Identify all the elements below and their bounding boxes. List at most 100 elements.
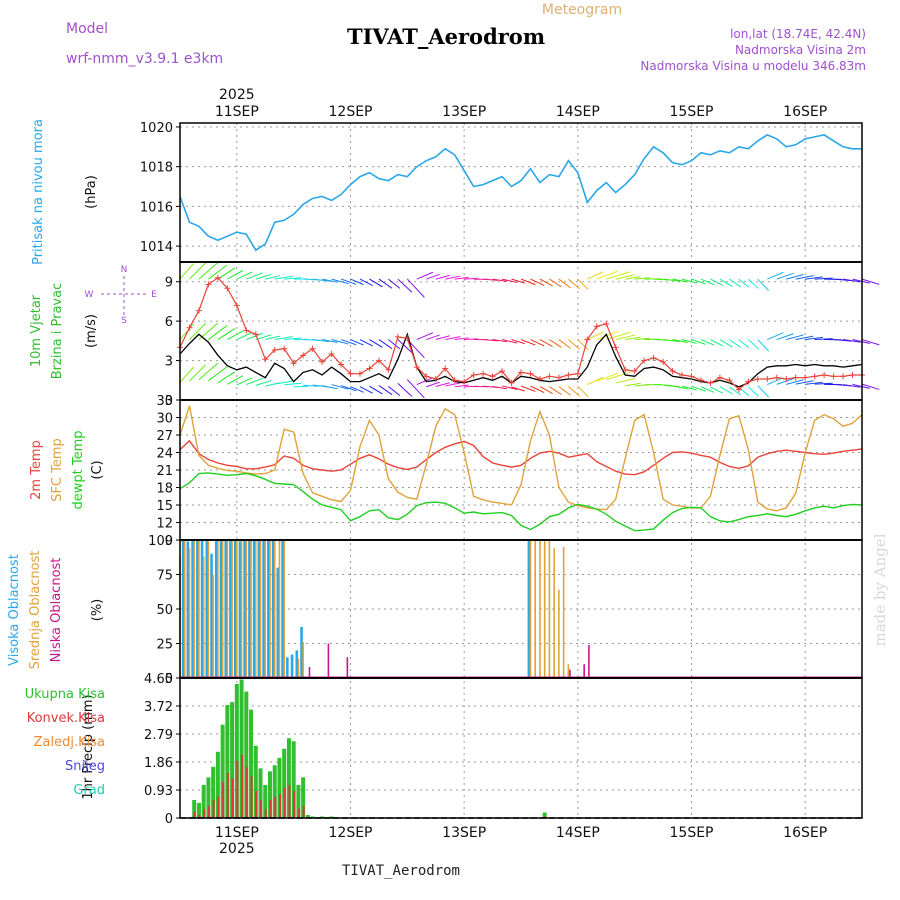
- wind-gust-marker: [726, 377, 733, 384]
- wind-compass: N W E S: [85, 265, 158, 326]
- wind-gust-marker: [186, 324, 193, 331]
- wind-arrow: [179, 263, 194, 280]
- wind-gust-marker: [555, 374, 562, 381]
- wind-arrow: [492, 339, 507, 343]
- wind-arrow: [284, 337, 302, 341]
- wind-arrow: [615, 334, 636, 341]
- precip-ukupna-bar: [320, 816, 325, 818]
- temperature-y-tick-label: 18: [156, 482, 173, 497]
- precip-legend-item: Konvek.Kisa: [27, 711, 105, 726]
- wind-gust-marker: [574, 370, 581, 377]
- temperature-y-tick-label: 12: [156, 517, 173, 532]
- wind-gust-marker: [309, 345, 316, 352]
- pressure-panel-frame: [179, 122, 863, 263]
- precip-y-tick-label: 0: [165, 812, 173, 827]
- wind-arrow: [179, 366, 194, 383]
- wind-arrow: [663, 339, 680, 343]
- wind-gust-marker: [338, 361, 345, 368]
- wind-arrow: [606, 371, 631, 381]
- temperature-y-tick-label: 30: [156, 412, 173, 427]
- wind-arrow: [397, 278, 413, 293]
- wind-arrow: [691, 385, 706, 392]
- wind-gust-marker: [802, 374, 809, 381]
- wind-arrow: [776, 378, 794, 385]
- model-name: wrf-nmm_v3.9.1 e3km: [66, 51, 223, 67]
- wind-arrow: [757, 339, 770, 352]
- wind-arrow: [805, 381, 823, 385]
- wind-arrow: [369, 385, 383, 395]
- wind-arrow: [312, 278, 330, 282]
- wind-arrow: [842, 384, 861, 388]
- precip-ukupna-bar: [286, 738, 291, 818]
- wind-arrow: [663, 278, 680, 282]
- wind-arrow: [549, 278, 562, 288]
- wind-arrow: [767, 377, 784, 386]
- cloud-y-tick-label: 0: [165, 672, 173, 687]
- day-label-top: 15SEP: [670, 104, 714, 120]
- wind-arrow: [719, 278, 733, 287]
- wind-arrow: [861, 383, 880, 390]
- wind-arrow: [861, 278, 880, 285]
- wind-gust-marker: [688, 373, 695, 380]
- compass-s: S: [121, 316, 127, 326]
- precip-ukupna-bar: [542, 812, 547, 818]
- wind-arrow: [568, 385, 580, 397]
- wind-arrow: [312, 339, 330, 343]
- wind-gust-marker: [679, 372, 686, 379]
- wind-arrow: [530, 339, 545, 347]
- year-label-top: 2025: [219, 87, 255, 103]
- wind-unit-label: (m/s): [84, 314, 99, 348]
- wind-arrow: [274, 275, 293, 280]
- wind-arrow: [227, 270, 244, 280]
- wind-gust-marker: [707, 379, 714, 386]
- wind-arrow: [672, 385, 688, 390]
- precip-konvek-bar: [293, 790, 296, 818]
- wind-gust-marker: [461, 378, 468, 385]
- wind-arrow: [179, 323, 194, 340]
- wind-gust-marker: [773, 374, 780, 381]
- wind-arrow: [511, 278, 525, 284]
- wind-y-label-1: 10m Vjetar: [29, 294, 44, 367]
- wind-gust-marker: [603, 320, 610, 327]
- wind-arrow: [795, 275, 814, 280]
- wind-arrow: [265, 335, 281, 341]
- wind-arrow: [767, 271, 784, 280]
- wind-y-tick-label: 9: [165, 276, 173, 291]
- precip-konvek-bar: [255, 790, 258, 818]
- wind-arrow: [189, 322, 207, 340]
- wind-gust-marker: [451, 377, 458, 384]
- wind-arrow: [852, 339, 870, 345]
- compass-n: N: [121, 265, 128, 275]
- wind-gust-marker: [669, 368, 676, 375]
- wind-arrow: [558, 386, 571, 396]
- wind-arrow: [501, 339, 518, 344]
- temp-y-label-2: SFC Temp: [50, 438, 65, 502]
- day-label-top: 11SEP: [215, 104, 259, 120]
- wind-gust-marker: [565, 372, 572, 379]
- wind-gust-marker: [413, 364, 420, 371]
- wind-arrow: [464, 277, 479, 280]
- wind-gust-marker: [811, 373, 818, 380]
- wind-arrow: [198, 362, 219, 381]
- day-label-top: 16SEP: [783, 104, 827, 120]
- wind-gust-marker: [716, 374, 723, 381]
- precip-konvek-bar: [264, 808, 267, 818]
- wind-arrow: [483, 339, 499, 342]
- precip-ukupna-bar: [201, 784, 206, 818]
- wind-arrow: [520, 278, 536, 286]
- wind-arrow: [369, 339, 383, 348]
- wind-arrow: [303, 384, 320, 387]
- precip-ukupna-bar: [244, 691, 249, 818]
- wind-arrow: [378, 278, 393, 289]
- day-label-top: 12SEP: [329, 104, 373, 120]
- wind-arrow: [757, 385, 770, 398]
- wind-arrow: [738, 278, 750, 288]
- wind-arrow: [321, 339, 338, 344]
- precip-ukupna-bar: [225, 705, 230, 818]
- wind-gust-marker: [593, 323, 600, 330]
- wind-arrow: [710, 339, 724, 347]
- wind-arrow: [615, 274, 636, 280]
- wind-arrow: [464, 338, 479, 341]
- wind-arrow: [634, 337, 651, 341]
- wind-arrow: [747, 339, 759, 350]
